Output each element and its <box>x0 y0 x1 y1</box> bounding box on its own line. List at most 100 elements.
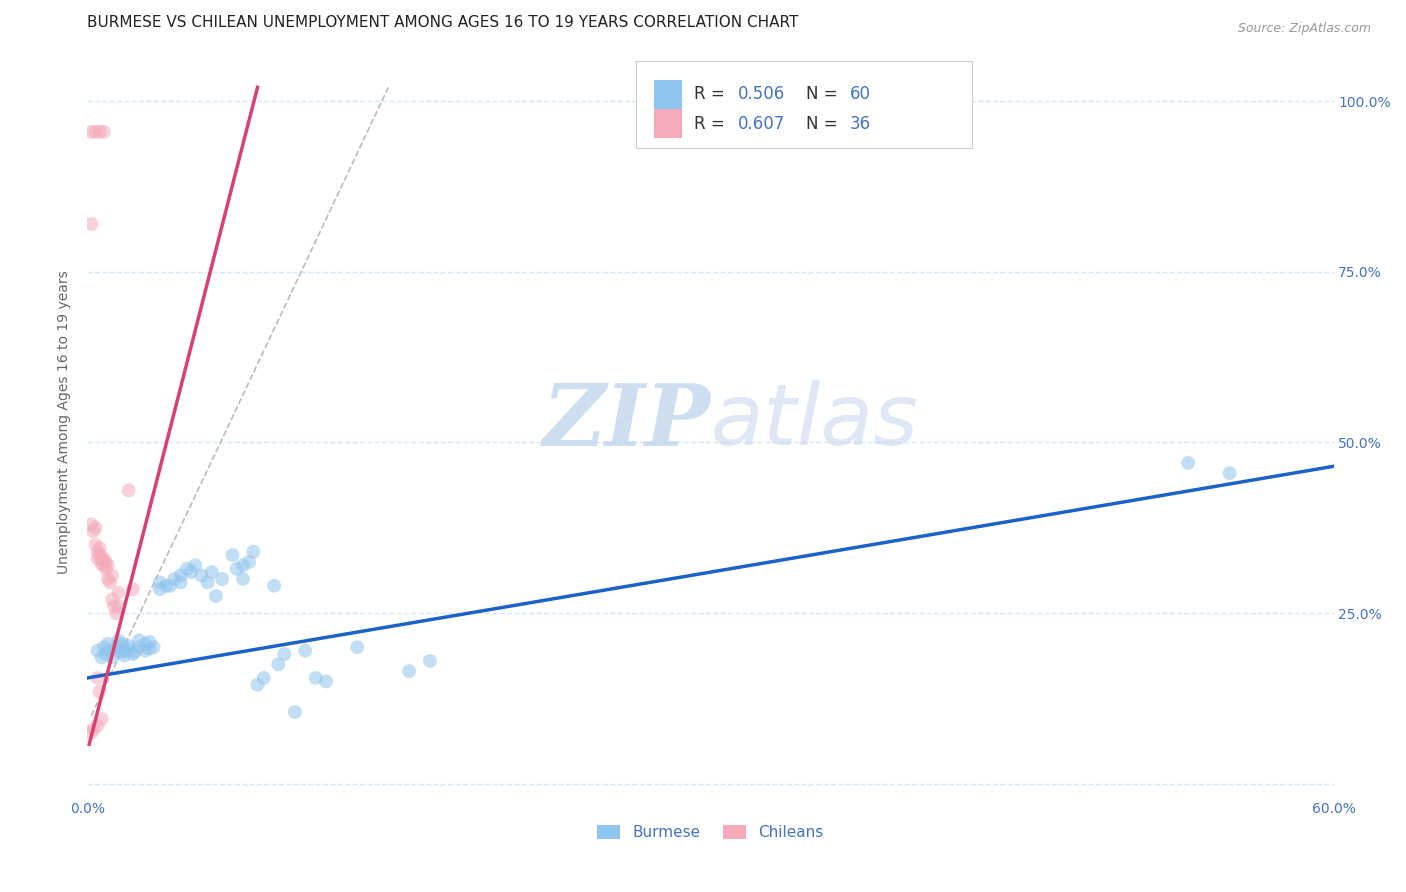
Text: Source: ZipAtlas.com: Source: ZipAtlas.com <box>1237 22 1371 36</box>
Point <box>114 643 136 657</box>
Point <box>149 582 172 597</box>
Point <box>86 719 108 733</box>
Point <box>190 568 212 582</box>
Point <box>121 647 143 661</box>
Text: BURMESE VS CHILEAN UNEMPLOYMENT AMONG AGES 16 TO 19 YEARS CORRELATION CHART: BURMESE VS CHILEAN UNEMPLOYMENT AMONG AG… <box>87 15 799 30</box>
Point <box>201 565 224 579</box>
Point <box>176 562 198 576</box>
Point <box>149 575 172 590</box>
Text: 0.506: 0.506 <box>738 86 785 103</box>
Point <box>205 589 228 603</box>
Point <box>111 637 134 651</box>
Point <box>155 579 177 593</box>
Point <box>110 646 132 660</box>
Point <box>86 551 108 566</box>
Point <box>90 557 112 571</box>
Point <box>93 558 115 573</box>
Point <box>103 599 125 614</box>
Point <box>86 671 108 685</box>
Point <box>246 678 269 692</box>
Text: ZIP: ZIP <box>543 380 710 464</box>
Point <box>118 483 141 498</box>
Point <box>267 657 290 672</box>
Point <box>159 579 181 593</box>
Point <box>114 648 136 663</box>
Point <box>94 555 117 569</box>
Point <box>232 558 254 573</box>
Point <box>128 640 150 655</box>
Point <box>294 643 316 657</box>
Point <box>232 572 254 586</box>
Point <box>1219 466 1241 480</box>
Point <box>82 524 104 538</box>
Point <box>89 684 111 698</box>
Point <box>98 575 121 590</box>
Point <box>211 572 233 586</box>
Point <box>284 705 307 719</box>
Point <box>93 640 115 655</box>
Point <box>90 553 112 567</box>
Text: N =: N = <box>806 86 844 103</box>
Legend: Burmese, Chileans: Burmese, Chileans <box>591 819 830 847</box>
Point <box>225 562 247 576</box>
Point <box>315 674 337 689</box>
Point <box>80 125 103 139</box>
Point <box>253 671 276 685</box>
Point <box>101 568 124 582</box>
FancyBboxPatch shape <box>636 62 972 148</box>
Bar <box>654 110 682 138</box>
Text: N =: N = <box>806 115 844 133</box>
Point <box>105 606 128 620</box>
Point <box>90 712 112 726</box>
Point <box>121 582 143 597</box>
Point <box>138 634 160 648</box>
Point <box>94 562 117 576</box>
Point <box>142 640 165 655</box>
Point <box>138 641 160 656</box>
Point <box>86 544 108 558</box>
Point <box>184 558 207 573</box>
Point <box>118 639 141 653</box>
Point <box>263 579 285 593</box>
Point <box>84 125 107 139</box>
Text: R =: R = <box>695 86 730 103</box>
Point <box>305 671 328 685</box>
Point <box>134 637 156 651</box>
Point <box>101 650 124 665</box>
Text: R =: R = <box>695 115 730 133</box>
Point <box>80 725 103 739</box>
Point <box>107 585 129 599</box>
Point <box>97 558 120 573</box>
Point <box>97 637 120 651</box>
Point <box>84 521 107 535</box>
Point <box>90 650 112 665</box>
Point <box>97 643 120 657</box>
Point <box>180 565 202 579</box>
Point <box>169 575 191 590</box>
Point <box>118 642 141 657</box>
Point <box>242 544 264 558</box>
Point <box>107 640 129 655</box>
Point <box>419 654 441 668</box>
Point <box>346 640 368 655</box>
Text: 36: 36 <box>849 115 872 133</box>
Point <box>80 517 103 532</box>
Point <box>1177 456 1199 470</box>
Point <box>82 722 104 736</box>
Point <box>134 643 156 657</box>
Text: 0.607: 0.607 <box>738 115 785 133</box>
Point <box>97 572 120 586</box>
Bar <box>654 80 682 109</box>
Point <box>89 548 111 562</box>
Point <box>94 647 117 661</box>
Point <box>169 568 191 582</box>
Point <box>107 633 129 648</box>
Point <box>221 548 243 562</box>
Point <box>103 641 125 656</box>
Point <box>238 555 260 569</box>
Point <box>163 572 186 586</box>
Point <box>93 125 115 139</box>
Point <box>124 645 146 659</box>
Point <box>84 538 107 552</box>
Point <box>197 575 219 590</box>
